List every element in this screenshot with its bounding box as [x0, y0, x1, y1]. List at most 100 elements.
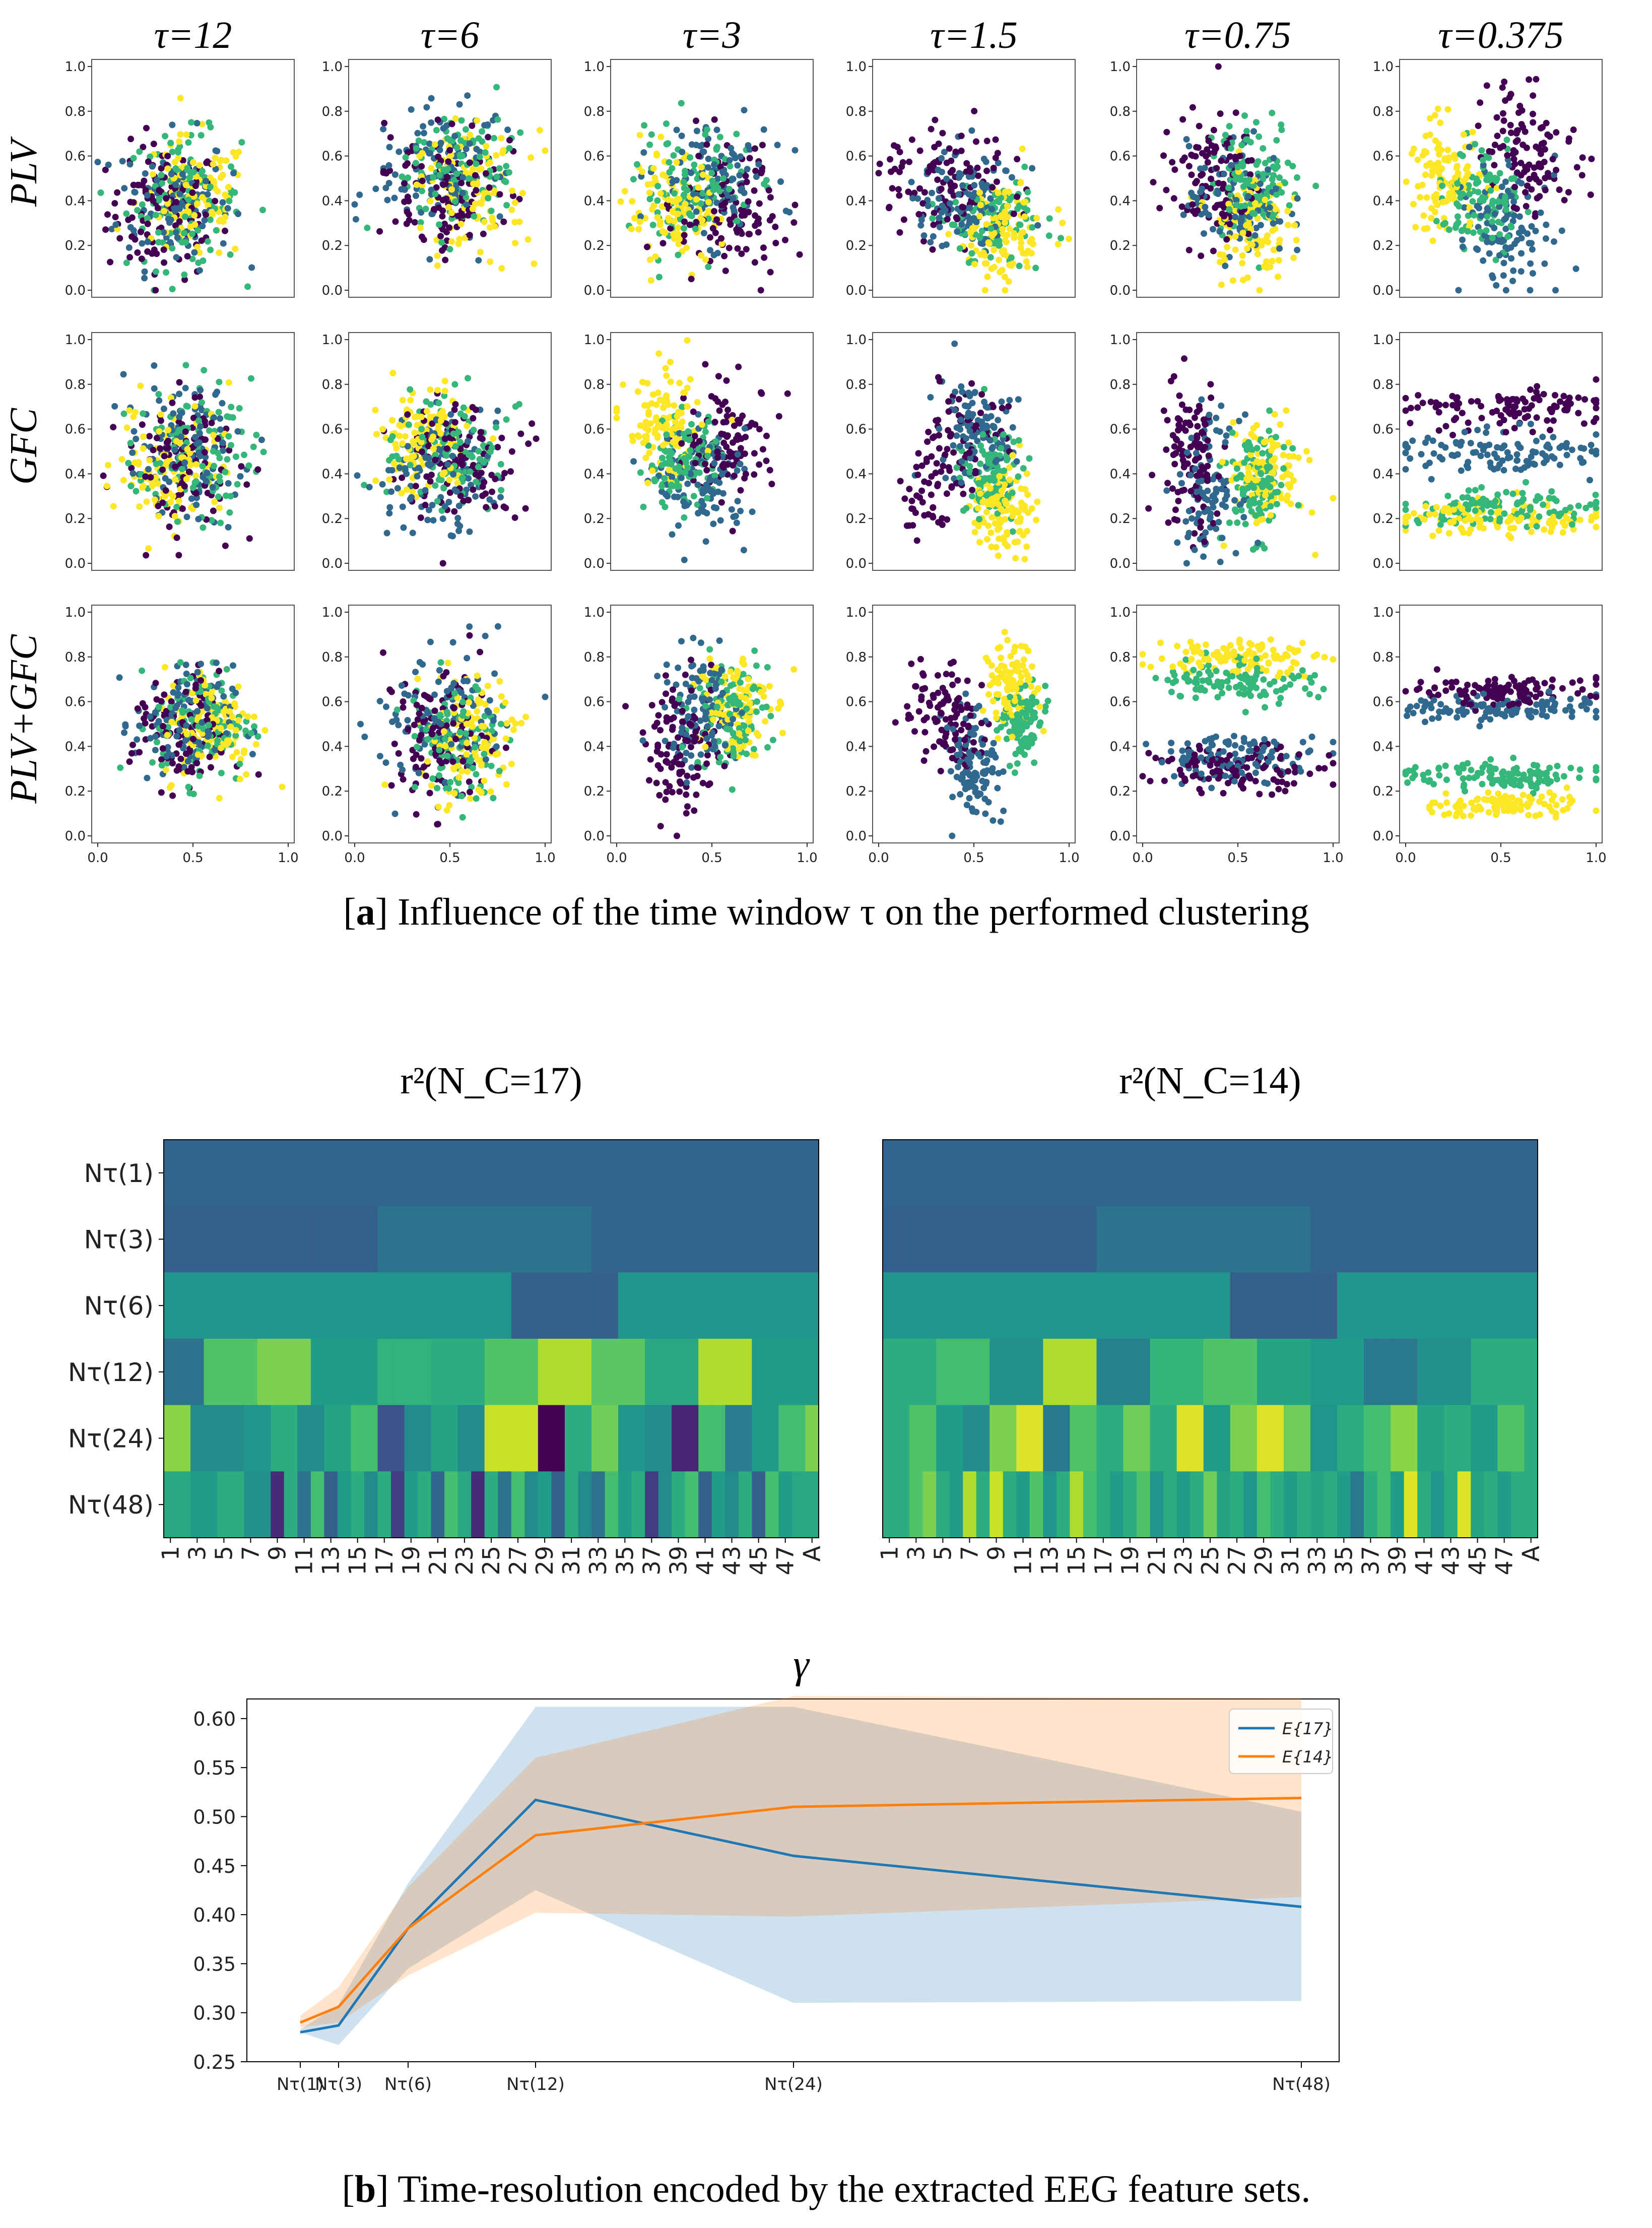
scatter-point-purple	[906, 158, 913, 165]
scatter-point-green	[981, 385, 988, 392]
scatter-point-purple	[930, 514, 937, 521]
scatter-point-green	[733, 130, 740, 138]
scatter-point-green	[663, 120, 670, 127]
scatter-point-purple	[425, 442, 432, 449]
scatter-point-teal-blue	[703, 481, 710, 488]
scatter-panel: 0.00.20.40.60.81.0	[322, 332, 552, 571]
scatter-point-teal-blue	[1459, 243, 1466, 250]
scatter-point-purple	[1511, 183, 1518, 190]
scatter-point-teal-blue	[407, 496, 414, 503]
scatter-point-purple	[1499, 84, 1506, 91]
scatter-point-purple	[931, 144, 938, 151]
scatter-point-yellow	[1219, 458, 1226, 466]
scatter-point-green	[666, 159, 673, 166]
scatter-point-yellow	[1004, 543, 1011, 550]
scatter-point-purple	[743, 178, 750, 185]
scatter-point-green	[493, 173, 500, 180]
scatter-point-yellow	[434, 262, 441, 269]
scatter-point-yellow	[1240, 277, 1247, 284]
scatter-point-teal-blue	[494, 407, 501, 414]
scatter-point-green	[386, 457, 393, 464]
scatter-point-teal-blue	[121, 185, 128, 192]
scatter-point-purple	[1526, 175, 1533, 182]
scatter-point-yellow	[447, 152, 454, 159]
scatter-point-yellow	[644, 402, 651, 409]
scatter-point-yellow	[1002, 497, 1009, 504]
scatter-point-yellow	[675, 409, 682, 416]
scatter-point-green	[174, 518, 181, 525]
scatter-point-green	[648, 131, 655, 138]
scatter-point-yellow	[996, 256, 1003, 264]
scatter-point-yellow	[441, 377, 448, 384]
scatter-point-teal-blue	[967, 454, 974, 462]
scatter-point-green	[413, 145, 420, 152]
scatter-point-yellow	[1022, 199, 1029, 206]
scatter-point-teal-blue	[971, 182, 978, 189]
scatter-point-purple	[492, 476, 499, 483]
scatter-point-yellow	[617, 198, 624, 205]
scatter-point-green	[1226, 123, 1233, 129]
scatter-point-green	[427, 401, 434, 408]
y-tick-label: 1.0	[846, 59, 867, 75]
scatter-point-teal-blue	[965, 389, 972, 397]
scatter-point-teal-blue	[351, 201, 358, 208]
scatter-point-purple	[405, 198, 412, 205]
scatter-point-green	[976, 515, 983, 522]
scatter-point-yellow	[465, 170, 472, 177]
scatter-point-teal-blue	[1204, 506, 1211, 513]
scatter-point-purple	[1193, 144, 1200, 151]
scatter-point-purple	[713, 216, 720, 223]
scatter-point-teal-blue	[741, 425, 748, 432]
scatter-point-green	[231, 189, 238, 196]
scatter-point-purple	[711, 116, 718, 123]
scatter-point-teal-blue	[1254, 540, 1262, 546]
scatter-point-teal-blue	[191, 249, 198, 256]
scatter-point-green	[158, 172, 165, 178]
scatter-point-yellow	[1017, 245, 1024, 252]
scatter-point-teal-blue	[465, 438, 471, 445]
scatter-point-teal-blue	[1180, 211, 1187, 218]
scatter-point-teal-blue	[1502, 225, 1509, 232]
scatter-point-teal-blue	[385, 162, 392, 169]
scatter-point-teal-blue	[700, 230, 707, 237]
scatter-point-yellow	[1284, 492, 1291, 499]
scatter-point-teal-blue	[1527, 287, 1534, 294]
scatter-point-purple	[192, 490, 200, 497]
scatter-point-teal-blue	[459, 189, 466, 196]
scatter-point-purple	[1207, 381, 1214, 388]
scatter-point-purple	[1167, 377, 1174, 384]
scatter-point-yellow	[660, 404, 667, 411]
scatter-point-teal-blue	[935, 166, 942, 173]
scatter-point-green	[473, 160, 480, 167]
scatter-point-yellow	[1054, 241, 1062, 248]
scatter-point-green	[968, 250, 975, 257]
scatter-point-purple	[457, 492, 464, 499]
scatter-point-green	[97, 189, 104, 196]
scatter-point-yellow	[1290, 254, 1297, 261]
scatter-point-yellow	[149, 483, 156, 489]
scatter-point-green	[1489, 198, 1496, 205]
scatter-point-purple	[756, 426, 763, 433]
scatter-point-yellow	[161, 208, 168, 215]
scatter-point-purple	[930, 504, 937, 511]
scatter-point-green	[130, 155, 137, 162]
scatter-point-purple	[758, 390, 765, 397]
scatter-point-purple	[128, 465, 135, 472]
scatter-point-green	[1233, 202, 1240, 209]
scatter-points	[100, 362, 267, 559]
scatter-point-green	[1470, 229, 1477, 236]
scatter-point-purple	[1194, 434, 1201, 441]
y-tick-label: 0.4	[322, 193, 343, 209]
scatter-point-purple	[1536, 179, 1543, 186]
scatter-point-green	[466, 451, 473, 458]
scatter-point-green	[978, 227, 985, 234]
scatter-point-teal-blue	[462, 146, 470, 153]
scatter-point-teal-blue	[400, 524, 407, 531]
scatter-point-purple	[182, 428, 189, 435]
scatter-point-teal-blue	[178, 409, 185, 416]
scatter-point-green	[407, 386, 414, 393]
scatter-point-purple	[735, 363, 742, 370]
scatter-point-purple	[457, 445, 464, 452]
scatter-point-teal-blue	[428, 186, 435, 193]
scatter-point-teal-blue	[995, 417, 1002, 424]
